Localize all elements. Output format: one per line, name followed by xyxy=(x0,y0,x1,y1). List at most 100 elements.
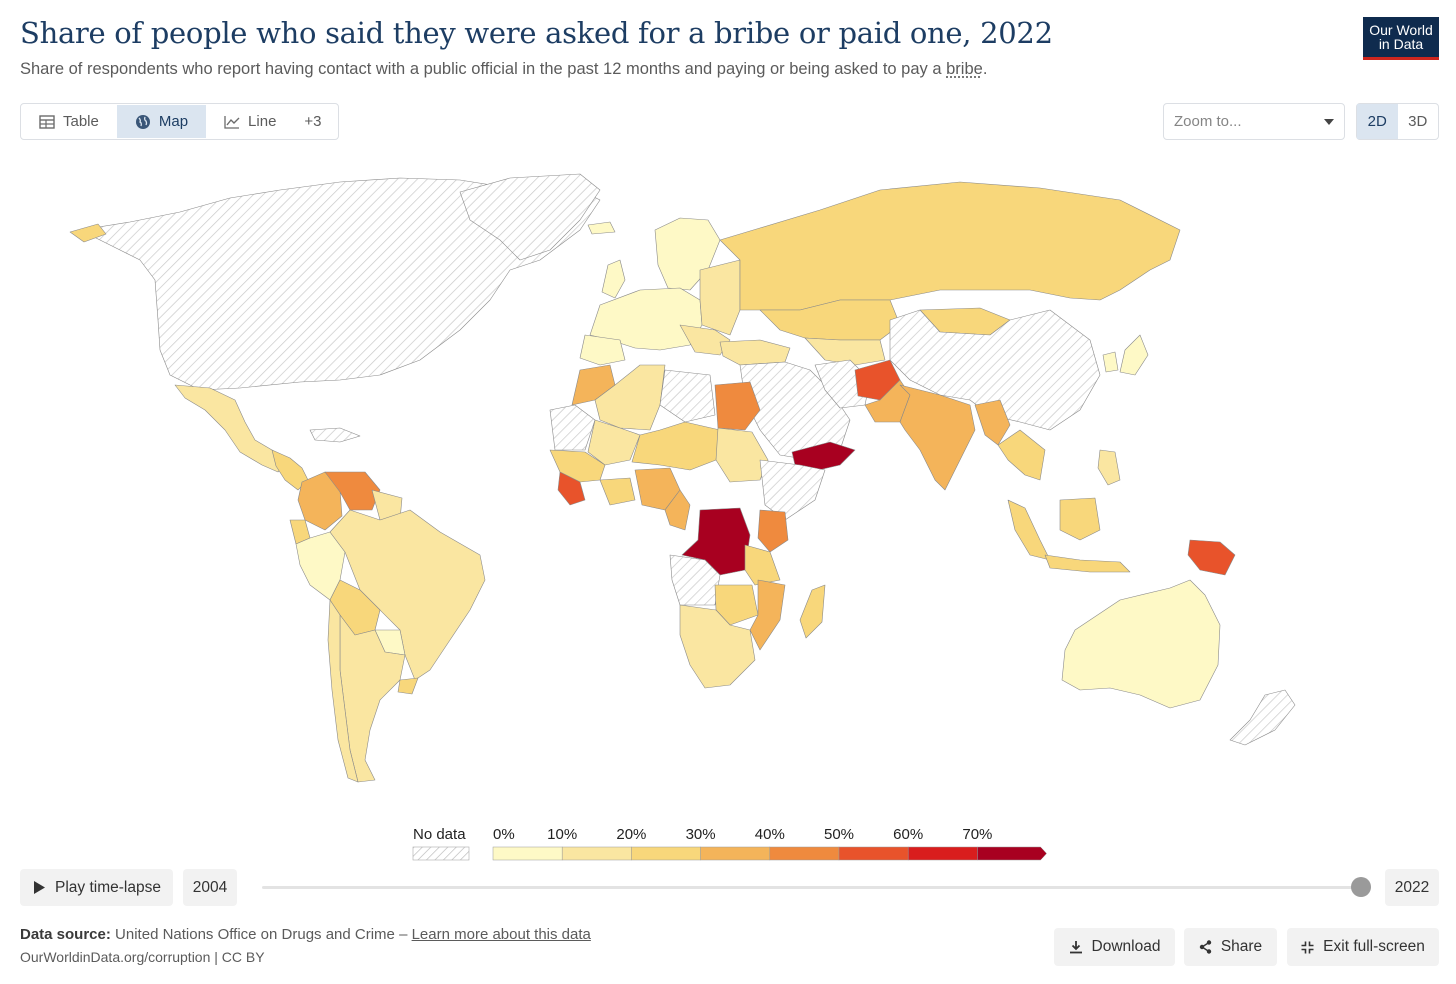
country-western-europe[interactable] xyxy=(589,287,703,351)
country-japan[interactable] xyxy=(1119,334,1149,376)
download-button[interactable]: Download xyxy=(1054,928,1175,966)
country-mali[interactable] xyxy=(587,419,641,466)
country-libya[interactable] xyxy=(659,369,716,423)
country-canada-usa[interactable] xyxy=(79,177,601,391)
country-turkey[interactable] xyxy=(719,339,791,366)
end-year-label[interactable]: 2022 xyxy=(1385,869,1439,906)
country-bangladesh-myanmar[interactable] xyxy=(974,399,1011,446)
legend-tick-label: 70% xyxy=(962,826,992,843)
projection-2d-button[interactable]: 2D xyxy=(1357,104,1398,139)
country-tanzania[interactable] xyxy=(744,544,781,586)
data-source: Data source: United Nations Office on Dr… xyxy=(20,926,591,943)
country-alaska-strip[interactable] xyxy=(69,223,107,243)
owid-logo[interactable]: Our World in Data xyxy=(1363,17,1439,60)
country-iceland[interactable] xyxy=(587,221,616,235)
map-legend: No data 0% 10% 20% 30% 40% 50% 60% 70% xyxy=(412,826,1047,861)
country-indonesia[interactable] xyxy=(1059,497,1101,541)
download-icon xyxy=(1069,941,1082,954)
legend-bin-1[interactable] xyxy=(561,846,632,861)
play-icon xyxy=(34,881,45,894)
country-venezuela[interactable] xyxy=(324,471,381,511)
bribe-definition-link[interactable]: bribe xyxy=(946,60,983,78)
country-angola[interactable] xyxy=(669,554,721,606)
exit-fullscreen-button[interactable]: Exit full-screen xyxy=(1287,928,1439,966)
globe-icon xyxy=(135,114,150,129)
learn-more-link[interactable]: Learn more about this data xyxy=(411,926,591,943)
legend-bin-7[interactable] xyxy=(977,846,1047,861)
legend-tick-label: 0% xyxy=(493,826,515,843)
country-caribbean[interactable] xyxy=(309,427,361,443)
legend-bin-6[interactable] xyxy=(907,846,978,861)
country-southern-africa[interactable] xyxy=(679,604,756,689)
country-malay-peninsula[interactable] xyxy=(1007,499,1051,561)
legend-bin-4[interactable] xyxy=(769,846,840,861)
share-button[interactable]: Share xyxy=(1184,928,1277,966)
legend-tick-label: 60% xyxy=(893,826,923,843)
country-uk[interactable] xyxy=(601,259,626,299)
country-cameroon[interactable] xyxy=(664,489,691,531)
zoom-placeholder: Zoom to... xyxy=(1174,113,1242,130)
exit-fullscreen-label: Exit full-screen xyxy=(1323,938,1425,955)
country-india[interactable] xyxy=(899,384,976,491)
country-egypt[interactable] xyxy=(714,381,761,431)
country-mozambique[interactable] xyxy=(749,579,786,651)
legend-tick-label: 10% xyxy=(547,826,577,843)
country-russia[interactable] xyxy=(719,181,1181,311)
caret-down-icon xyxy=(1324,118,1334,125)
country-new-zealand[interactable] xyxy=(1229,689,1296,746)
country-uruguay[interactable] xyxy=(397,677,419,695)
tab-more[interactable]: +3 xyxy=(304,113,322,130)
country-zambia-zimbabwe[interactable] xyxy=(714,584,759,626)
country-indonesia-islands[interactable] xyxy=(1044,554,1131,573)
zoom-select[interactable]: Zoom to... xyxy=(1163,103,1345,140)
country-southeast-asia[interactable] xyxy=(997,429,1046,481)
timeline-track[interactable] xyxy=(262,886,1362,889)
share-label: Share xyxy=(1220,938,1263,955)
tab-map-label: Map xyxy=(158,113,189,130)
table-icon xyxy=(39,114,55,129)
tab-table[interactable]: Table xyxy=(21,105,117,138)
country-papua-new-guinea[interactable] xyxy=(1187,539,1236,576)
legend-no-data-swatch xyxy=(412,846,470,861)
legend-tick-label: 20% xyxy=(616,826,646,843)
country-kenya[interactable] xyxy=(757,509,789,553)
world-map xyxy=(69,173,1296,783)
country-central-asia[interactable] xyxy=(804,337,886,366)
country-madagascar[interactable] xyxy=(799,584,826,639)
play-timelapse-label: Play time-lapse xyxy=(55,878,161,896)
legend-tick-label: 40% xyxy=(755,826,785,843)
legend-tick-label: 30% xyxy=(686,826,716,843)
country-western-sahara-mauritania[interactable] xyxy=(549,404,596,451)
country-korea[interactable] xyxy=(1102,351,1119,373)
legend-bin-3[interactable] xyxy=(700,846,771,861)
share-icon xyxy=(1199,940,1212,954)
country-philippines[interactable] xyxy=(1097,449,1121,486)
projection-3d-button[interactable]: 3D xyxy=(1408,113,1428,130)
country-sudan[interactable] xyxy=(715,427,769,483)
legend-bin-5[interactable] xyxy=(838,846,909,861)
tab-line-label: Line xyxy=(248,113,277,130)
country-mexico[interactable] xyxy=(174,384,289,473)
country-china[interactable] xyxy=(889,309,1101,431)
download-label: Download xyxy=(1091,938,1161,955)
tab-table-label: Table xyxy=(63,113,99,130)
country-australia[interactable] xyxy=(1061,579,1221,709)
country-eastern-europe[interactable] xyxy=(699,259,741,336)
country-spain[interactable] xyxy=(579,334,626,366)
play-timelapse-button[interactable]: Play time-lapse xyxy=(20,869,173,906)
country-sierra-leone-liberia[interactable] xyxy=(557,471,586,506)
legend-bin-0[interactable] xyxy=(492,846,563,861)
tab-line[interactable]: Line xyxy=(206,105,294,138)
chart-title: Share of people who said they were asked… xyxy=(20,16,1053,50)
chart-subtitle: Share of respondents who report having c… xyxy=(20,60,988,78)
legend-bin-2[interactable] xyxy=(631,846,701,861)
source-url[interactable]: OurWorldinData.org/corruption | CC BY xyxy=(20,949,265,965)
country-horn-of-africa[interactable] xyxy=(759,459,826,521)
start-year-label[interactable]: 2004 xyxy=(183,869,237,906)
country-greenland[interactable] xyxy=(459,173,601,261)
timeline-handle[interactable] xyxy=(1351,877,1371,897)
country-ghana-togo[interactable] xyxy=(599,477,636,506)
projection-toggle: 2D 3D xyxy=(1356,103,1439,140)
tab-map[interactable]: Map xyxy=(116,105,207,138)
country-chile[interactable] xyxy=(327,599,359,783)
